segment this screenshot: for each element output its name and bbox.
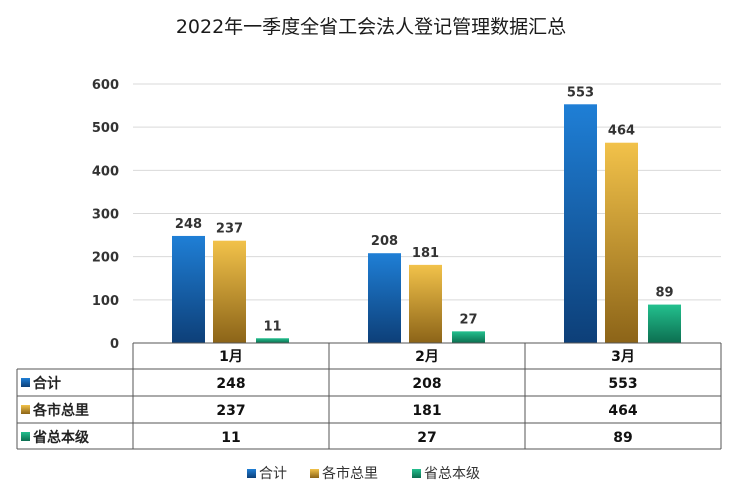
table-legend-swatch (21, 405, 30, 414)
legend-label: 各市总里 (322, 465, 378, 482)
table-legend-swatch (21, 378, 30, 387)
y-tick-label: 100 (92, 294, 119, 309)
chart-title: 2022年一季度全省工会法人登记管理数据汇总 (176, 16, 566, 38)
table-row-label: 省总本级 (32, 429, 90, 446)
data-label: 208 (371, 234, 398, 249)
legend-swatch (310, 469, 319, 478)
bar (213, 240, 246, 343)
legend-label: 合计 (259, 466, 287, 482)
data-label: 248 (175, 217, 202, 232)
table-cell: 248 (216, 376, 245, 392)
bar (368, 253, 401, 343)
x-category-label: 3月 (611, 349, 635, 365)
bar (172, 235, 205, 343)
bar (256, 338, 289, 343)
data-label: 89 (655, 286, 673, 301)
data-label: 237 (216, 222, 243, 237)
data-label: 181 (412, 246, 439, 261)
table-legend-swatch (21, 432, 30, 441)
y-tick-label: 500 (92, 121, 119, 136)
table-cell: 27 (417, 430, 436, 446)
y-tick-label: 200 (92, 251, 119, 266)
table-row-label: 各市总里 (32, 402, 89, 419)
table-cell: 237 (216, 403, 245, 419)
y-axis: 0 100 200 300 400 500 600 (92, 78, 119, 352)
data-label: 27 (459, 312, 477, 327)
legend-swatch (247, 469, 256, 478)
bar (452, 331, 485, 343)
y-tick-label: 300 (92, 208, 119, 223)
table-cell: 89 (613, 430, 632, 446)
bar (605, 142, 638, 343)
y-tick-label: 0 (110, 337, 119, 352)
data-label: 553 (567, 85, 594, 100)
table-cell: 553 (608, 376, 637, 392)
bars (172, 104, 681, 343)
data-labels: 248 237 11 208 181 27 553 464 89 (175, 85, 674, 334)
bar (648, 304, 681, 343)
legend-label: 省总本级 (424, 466, 480, 482)
table-row-label: 合计 (33, 375, 61, 392)
table-cell: 181 (412, 403, 441, 419)
y-tick-label: 400 (92, 164, 119, 179)
bar (564, 104, 597, 343)
legend-swatch (412, 469, 421, 478)
table-cell: 208 (412, 376, 441, 392)
bar (409, 264, 442, 343)
table-cell: 11 (221, 430, 240, 446)
legend: 合计 各市总里 省总本级 (247, 465, 480, 482)
y-tick-label: 600 (92, 78, 119, 93)
x-category-label: 2月 (415, 349, 439, 365)
x-category-label: 1月 (219, 349, 243, 365)
data-label: 11 (263, 319, 281, 334)
data-label: 464 (608, 124, 635, 139)
table-cell: 464 (608, 403, 637, 419)
